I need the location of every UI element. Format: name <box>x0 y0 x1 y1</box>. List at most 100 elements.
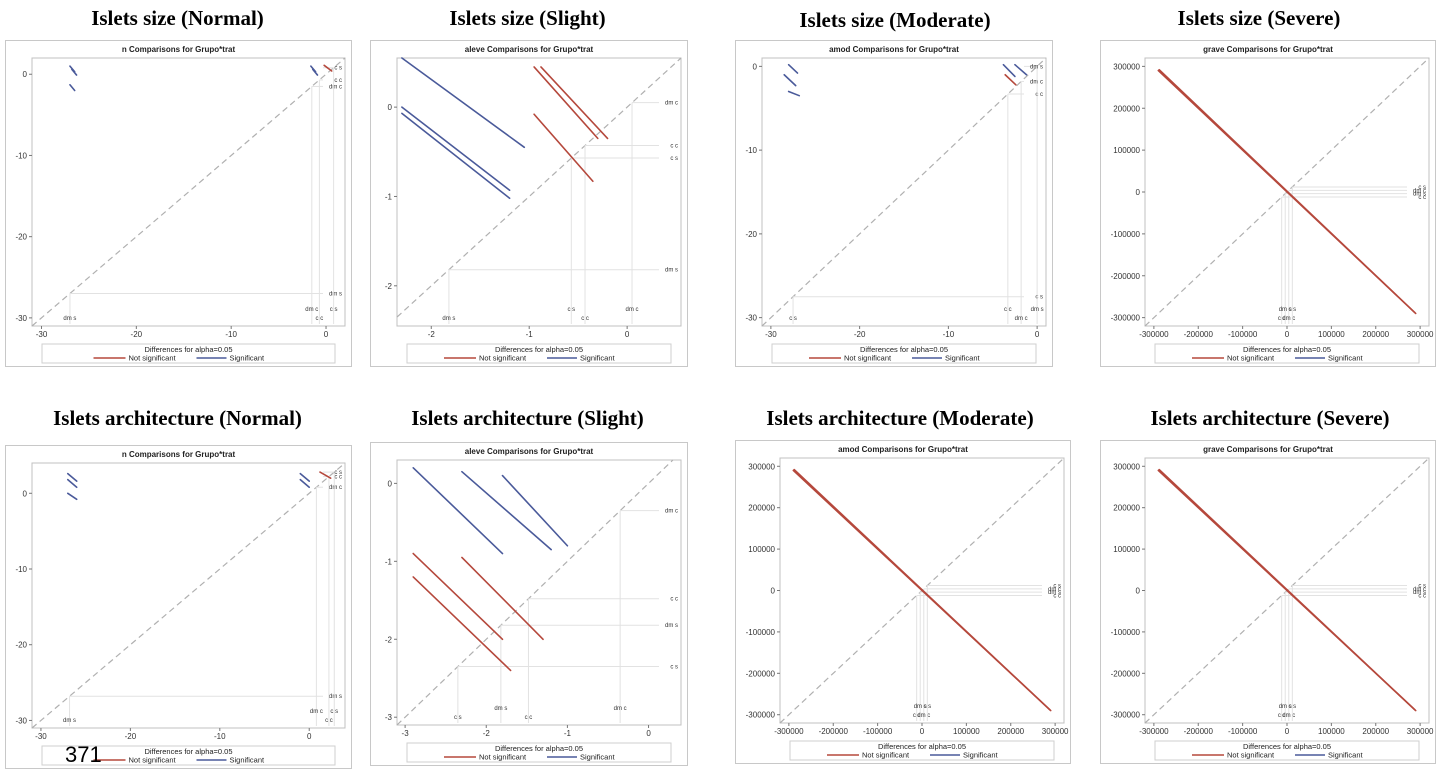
level-label-right: dm s <box>329 694 342 700</box>
not-significant-line <box>1158 68 1416 314</box>
level-label-bottom: dm s <box>914 704 927 710</box>
not-significant-line <box>412 552 504 641</box>
level-label-bottom: dm c <box>1015 316 1028 322</box>
x-tick-label: 200000 <box>997 727 1024 736</box>
legend-caption: Differences for alpha=0.05 <box>144 747 232 756</box>
heading-5: Islets architecture (Slight) <box>411 406 644 430</box>
level-label-bottom: c s <box>789 316 797 322</box>
level-label-right: dm c <box>1413 587 1426 593</box>
x-tick-label: 300000 <box>1042 727 1069 736</box>
reference-diagonal <box>396 57 682 318</box>
plot-area <box>31 57 346 327</box>
plot-area <box>396 459 682 726</box>
level-label-right: dm c <box>329 485 342 491</box>
y-tick-label: -300000 <box>1111 314 1141 323</box>
significant-line <box>787 90 801 97</box>
y-tick-label: 0 <box>1136 188 1141 197</box>
x-tick-label: 0 <box>920 727 925 736</box>
heading-3: Islets size (Severe) <box>1177 6 1341 30</box>
level-label-right: c s <box>670 156 678 162</box>
level-label-right: c s <box>1418 584 1426 590</box>
x-tick-label: -3 <box>402 729 410 738</box>
level-label-bottom: dm s <box>1279 307 1292 313</box>
y-tick-label: -2 <box>385 635 393 644</box>
x-tick-label: 0 <box>1035 330 1040 339</box>
not-significant-line <box>1158 468 1416 711</box>
level-label-right: dm c <box>1030 79 1043 85</box>
legend-caption: Differences for alpha=0.05 <box>1243 345 1331 354</box>
not-significant-line <box>540 66 609 140</box>
legend-label-not-significant: Not significant <box>479 354 527 363</box>
level-label-right: dm c <box>1048 587 1061 593</box>
level-label-right: c c <box>670 597 678 603</box>
chart-svg-0: n Comparisons for Grupo*trat dm s dm s dm c… <box>15 45 346 364</box>
y-tick-label: 200000 <box>748 504 775 513</box>
x-tick-label: -100000 <box>1228 727 1258 736</box>
level-label-bottom: dm c <box>310 709 323 715</box>
level-label-bottom: c c <box>581 316 589 322</box>
y-tick-label: -2 <box>385 282 393 291</box>
level-label-right: c s <box>334 470 342 476</box>
plot-area <box>396 57 682 327</box>
level-label-bottom: c s <box>1288 704 1296 710</box>
y-tick-label: -30 <box>15 314 27 323</box>
x-tick-label: -1 <box>526 330 534 339</box>
significant-line <box>401 57 526 149</box>
level-label-right: c c <box>1053 593 1061 599</box>
chart-panel-4: n Comparisons for Grupo*trat dm s dm s dm c… <box>5 445 352 769</box>
level-label-bottom: c c <box>316 316 324 322</box>
level-label-right: c c <box>334 78 342 84</box>
heading-4: Islets architecture (Normal) <box>53 406 302 430</box>
legend-label-not-significant: Not significant <box>862 751 910 760</box>
level-label-bottom: dm s <box>1031 307 1044 313</box>
y-tick-label: 0 <box>388 479 393 488</box>
x-tick-label: 300000 <box>1407 727 1434 736</box>
legend-caption: Differences for alpha=0.05 <box>1243 742 1331 751</box>
y-tick-label: -10 <box>745 146 757 155</box>
legend-label-not-significant: Not significant <box>1227 751 1275 760</box>
level-label-right: dm s <box>1030 64 1043 70</box>
x-tick-label: 100000 <box>1318 727 1345 736</box>
chart-panel-1: aleve Comparisons for Grupo*trat dm s dm s… <box>370 40 688 367</box>
chart-svg-2: amod Comparisons for Grupo*trat c s c s c c… <box>745 45 1047 364</box>
y-tick-label: -1 <box>385 557 393 566</box>
not-significant-line <box>533 66 599 140</box>
y-tick-label: -20 <box>15 233 27 242</box>
significant-line <box>66 472 78 482</box>
x-tick-label: 200000 <box>1362 727 1389 736</box>
level-label-right: c s <box>1053 584 1061 590</box>
level-label-bottom: dm c <box>917 713 930 719</box>
significant-line <box>299 478 311 489</box>
legend-label-significant: Significant <box>1328 354 1364 363</box>
heading-2: Islets size (Moderate) <box>799 8 991 32</box>
level-label-right: dm c <box>329 84 342 90</box>
chart-svg-1: aleve Comparisons for Grupo*trat dm s dm s… <box>385 45 682 364</box>
y-tick-label: -10 <box>15 565 27 574</box>
chart-svg-5: aleve Comparisons for Grupo*trat c s c s dm… <box>385 447 682 763</box>
reference-diagonal <box>396 459 674 726</box>
y-tick-label: -3 <box>385 713 393 722</box>
not-significant-line <box>793 468 1051 711</box>
y-tick-label: 100000 <box>1113 545 1140 554</box>
legend-caption: Differences for alpha=0.05 <box>144 345 232 354</box>
not-significant-line <box>323 64 333 72</box>
level-label-bottom: c s <box>330 307 338 313</box>
y-tick-label: -200000 <box>1111 669 1141 678</box>
legend-label-significant: Significant <box>1328 751 1364 760</box>
level-label-bottom: c s <box>330 709 338 715</box>
x-tick-label: -30 <box>35 732 47 741</box>
level-label-bottom: c s <box>567 307 575 313</box>
y-tick-label: -100000 <box>1111 628 1141 637</box>
level-label-bottom: c c <box>1278 316 1286 322</box>
not-significant-line <box>412 576 512 672</box>
legend-label-significant: Significant <box>945 354 981 363</box>
level-label-bottom: dm c <box>305 307 318 313</box>
x-tick-label: -300000 <box>774 727 804 736</box>
y-tick-label: -100000 <box>1111 230 1141 239</box>
level-label-bottom: dm c <box>1282 713 1295 719</box>
level-label-bottom: c c <box>1278 713 1286 719</box>
level-label-bottom: c c <box>913 713 921 719</box>
reference-diagonal <box>761 57 1047 327</box>
